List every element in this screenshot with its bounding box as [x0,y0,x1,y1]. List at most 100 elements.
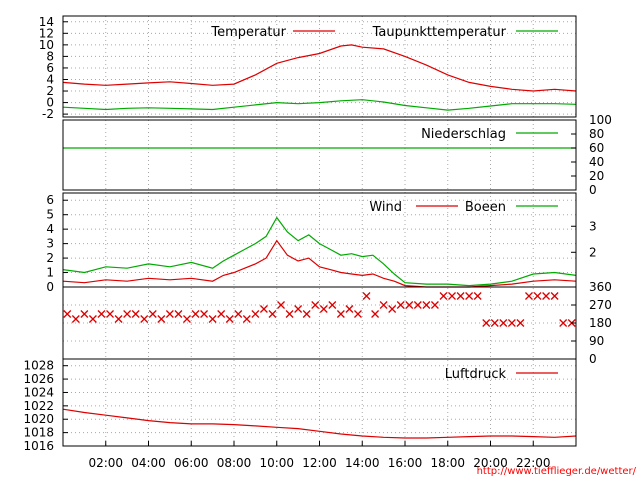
y-tick-label: 1022 [23,399,54,413]
scatter-point [71,315,80,323]
x-tick-label: 18:00 [430,456,465,470]
y-tick-label: 3 [589,219,597,233]
series-line-temperature-0 [62,44,577,92]
scatter-point [430,301,439,309]
x-tick-label: 22:00 [516,456,551,470]
x-tick-label: 08:00 [217,456,252,470]
x-tick-label: 16:00 [388,456,423,470]
y-tick-label: 2 [589,245,597,259]
x-tick-label: 14:00 [345,456,380,470]
scatter-point [507,319,516,327]
y-tick-label: 0 [46,96,54,110]
scatter-point [63,310,72,318]
y-tick-label: 10 [39,38,54,52]
x-tick-label: 10:00 [259,456,294,470]
y-tick-label: 1 [46,266,54,280]
x-tick-label: 04:00 [131,456,166,470]
scatter-point [473,292,482,300]
y-tick-label: 270 [589,298,612,312]
scatter-point [345,305,354,313]
scatter-point [413,301,422,309]
y-tick-label: 20 [589,169,604,183]
scatter-point [456,292,465,300]
y-tick-label: 360 [589,280,612,294]
scatter-point [371,310,380,318]
y-tick-label: 1024 [23,385,54,399]
x-tick-label: 12:00 [302,456,337,470]
y-tick-label: 1016 [23,439,54,453]
series-layer [62,44,577,439]
scatter-point [559,319,568,327]
series-line-wind-1 [62,216,577,287]
y-tick-label: 6 [46,193,54,207]
scatter-point [439,292,448,300]
y-tick-label: 6 [46,61,54,75]
scatter-point [88,315,97,323]
x-tick-label: 02:00 [88,456,123,470]
y-tick-label: 0 [589,352,597,366]
y-tick-label: 0 [46,280,54,294]
scatter-point [174,310,183,318]
scatter-point [542,292,551,300]
series-line-pressure-0 [62,408,577,439]
y-tick-label: 1020 [23,412,54,426]
x-tick-label: 06:00 [174,456,209,470]
scatter-point [114,315,123,323]
y-tick-label: 3 [46,237,54,251]
scatter-point [217,310,226,318]
scatter-point [123,310,132,318]
scatter-point [268,310,277,318]
scatter-point [302,310,311,318]
legend-layer: Temperatur Taupunkttemperatur Niederschlag… [210,25,558,382]
y-tick-label: 8 [46,49,54,63]
y-tick-label: 5 [46,208,54,222]
scatter-point [388,305,397,313]
legend-label: Taupunkttemperatur [372,25,507,40]
legend-label: Wind [369,200,402,215]
scatter-point [482,319,491,327]
series-line-temperature-1 [62,99,577,111]
y-tick-label: 1026 [23,372,54,386]
y-tick-label: 12 [39,26,54,40]
y-tick-label: 2 [46,84,54,98]
panel-frame-precipitation [62,119,577,191]
y-tick-label: 1018 [23,426,54,440]
scatter-point [200,310,209,318]
y-tick-label: 90 [589,334,604,348]
scatter-point [354,310,362,318]
scatter-point [97,310,106,318]
legend-label: Niederschlag [421,127,506,142]
scatter-point [525,292,533,300]
ticks-layer: 02:00 04:00 06:00 08:00 10:00 12:00 14:00 16:00… [23,15,611,470]
scatter-point [396,301,405,309]
scatter-point [362,292,371,300]
legend-label: Temperatur [210,25,286,40]
scatter-point [165,310,174,318]
scatter-point [80,310,89,318]
scatter-point [533,292,542,300]
scatter-point [336,310,345,318]
scatter-point [242,315,251,323]
scatter-point [448,292,456,300]
scatter-point [234,310,243,318]
y-tick-label: 100 [589,113,612,127]
y-tick-label: 2 [46,251,54,265]
scatter-point [465,292,474,300]
scatter-point [140,315,149,323]
scatter-point [328,301,337,309]
scatter-point [183,315,191,323]
scatter-point [405,301,414,309]
y-tick-label: 1028 [23,359,54,373]
y-tick-label: 14 [39,15,54,29]
scatter-point [106,310,114,318]
scatter-point [157,315,166,323]
x-tick-label: 20:00 [473,456,508,470]
scatter-point [294,305,303,313]
y-tick-label: 4 [46,72,54,86]
legend-label: Luftdruck [445,367,507,382]
scatter-point [148,310,157,318]
y-tick-label: 180 [589,316,612,330]
scatter-point [259,305,268,313]
scatter-point [550,292,559,300]
scatter-point [516,319,525,327]
